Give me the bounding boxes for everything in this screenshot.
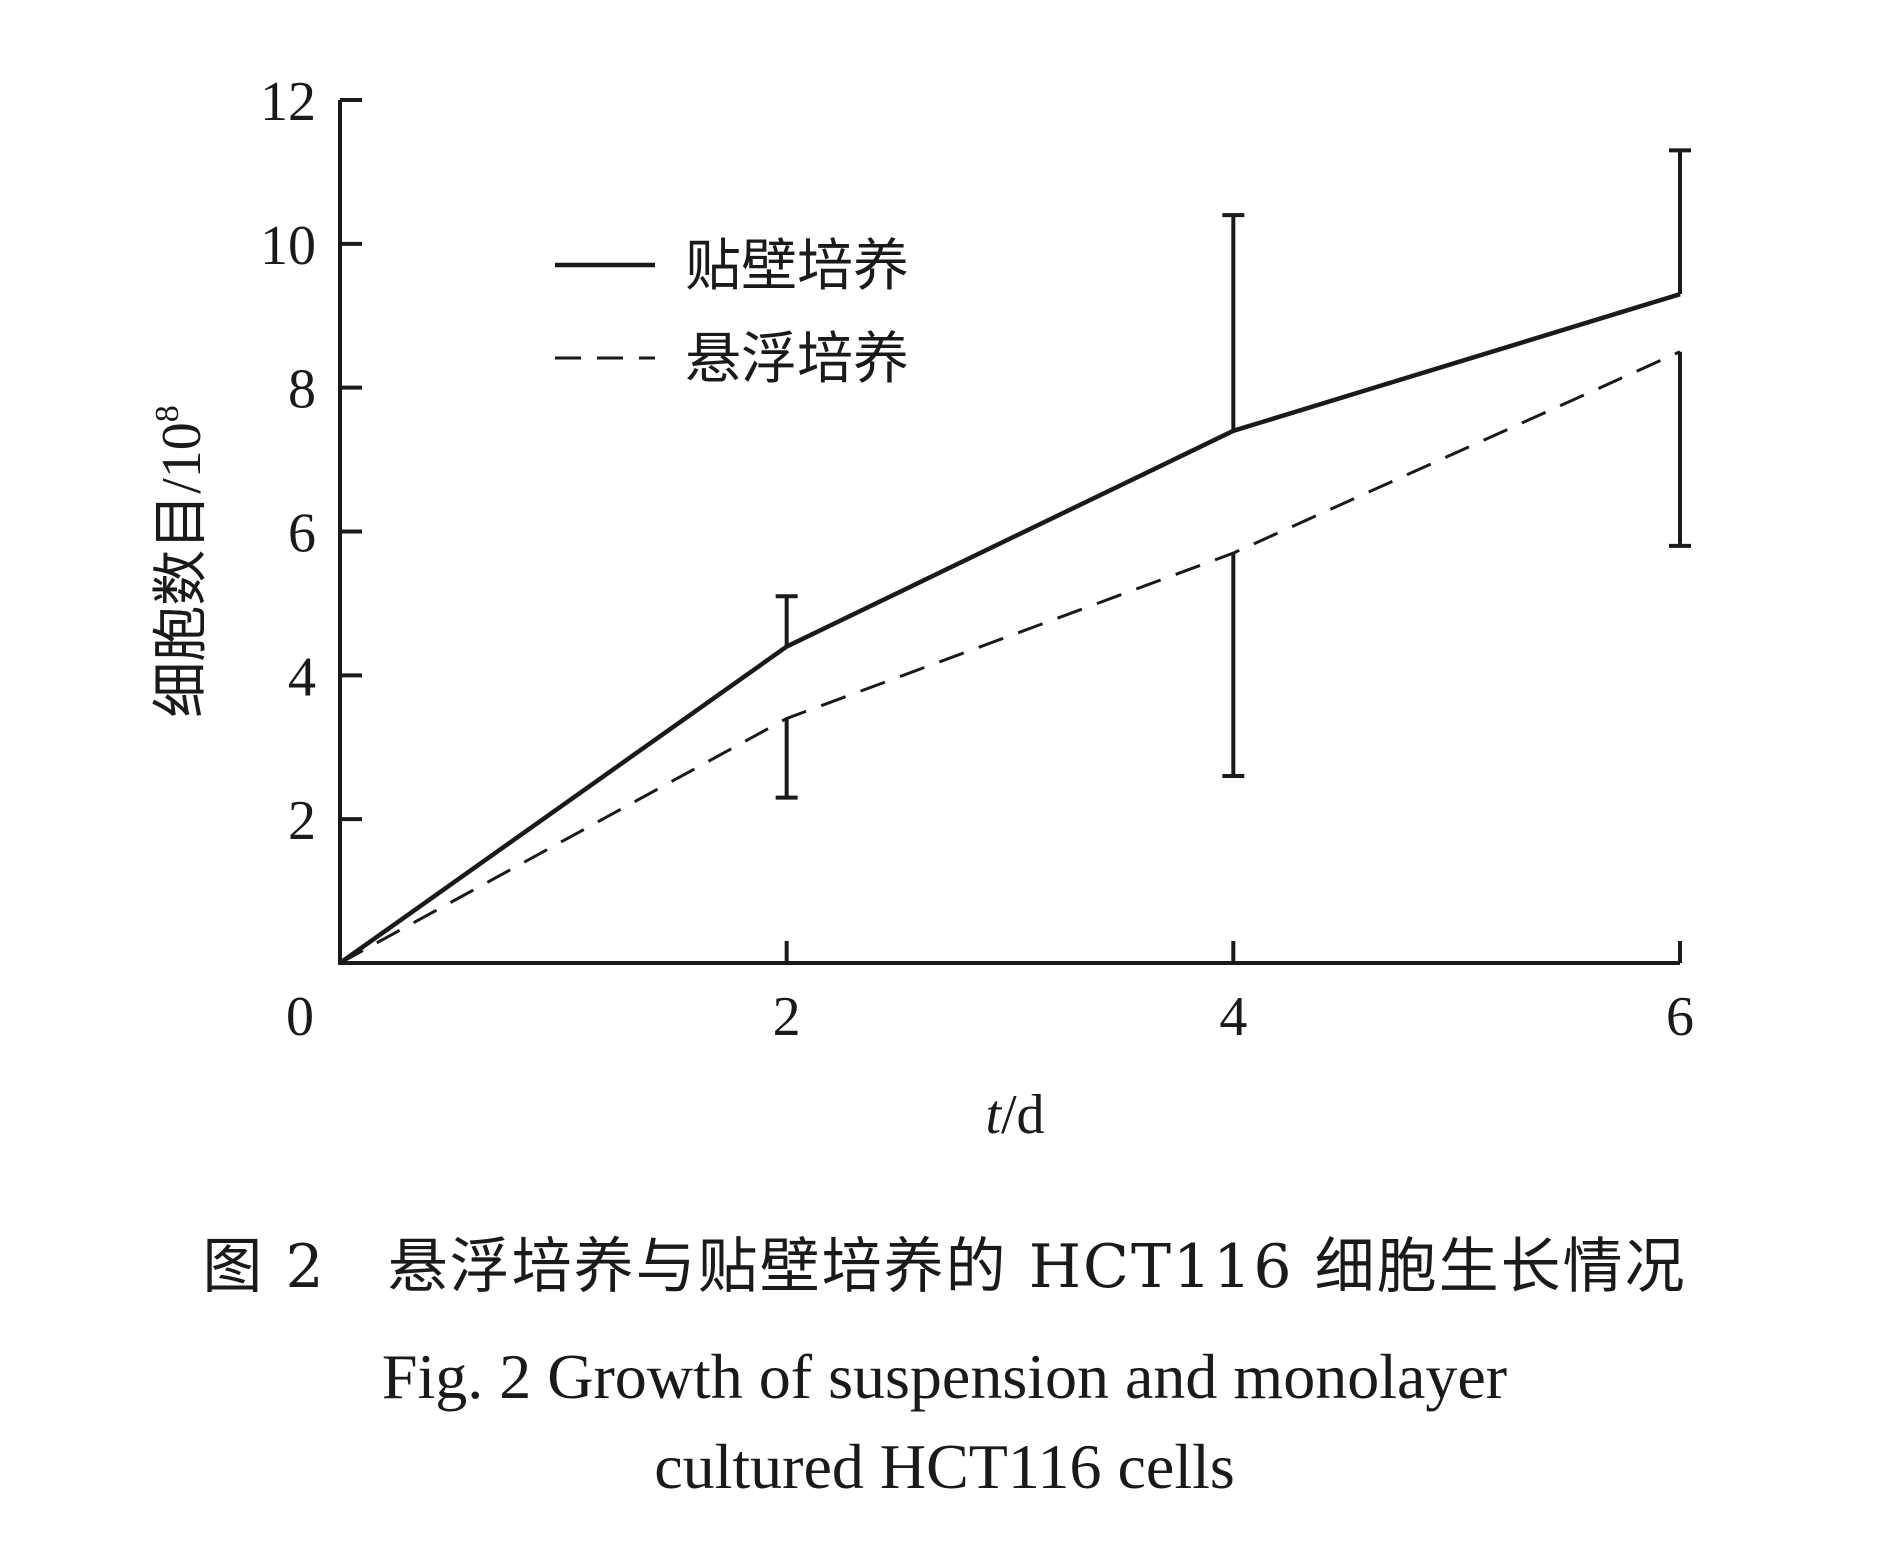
y-tick-label: 6 [288, 503, 316, 565]
x-tick-label: 0 [286, 986, 314, 1048]
series-line-2 [339, 350, 1681, 965]
y-tick-label: 12 [260, 71, 316, 133]
y-tick-label: 10 [260, 215, 316, 277]
figure-caption-chinese: 图 2 悬浮培养与贴壁培养的 HCT116 细胞生长情况 [202, 1232, 1687, 1302]
series-layer [338, 148, 1691, 965]
x-tick-label: 4 [1219, 986, 1247, 1048]
legend-label-1: 贴壁培养 [685, 234, 909, 299]
figure-caption-english-line2: cultured HCT116 cells [654, 1431, 1235, 1502]
axes: 2 4 6 8 10 12 0 2 4 6 [260, 71, 1694, 1048]
figure-caption-english-line1: Fig. 2 Growth of suspension and monolaye… [381, 1341, 1508, 1412]
y-tick-label: 2 [288, 790, 316, 852]
x-tick-label: 2 [773, 986, 801, 1048]
series-line-1 [338, 292, 1681, 965]
x-tick-label: 6 [1666, 986, 1694, 1048]
legend-label-2: 悬浮培养 [685, 327, 909, 392]
y-tick-label: 4 [288, 646, 316, 708]
x-axis-title: t/d [985, 1084, 1044, 1146]
y-axis-title: 细胞数目/108 [149, 405, 213, 718]
y-tick-label: 8 [288, 359, 316, 421]
